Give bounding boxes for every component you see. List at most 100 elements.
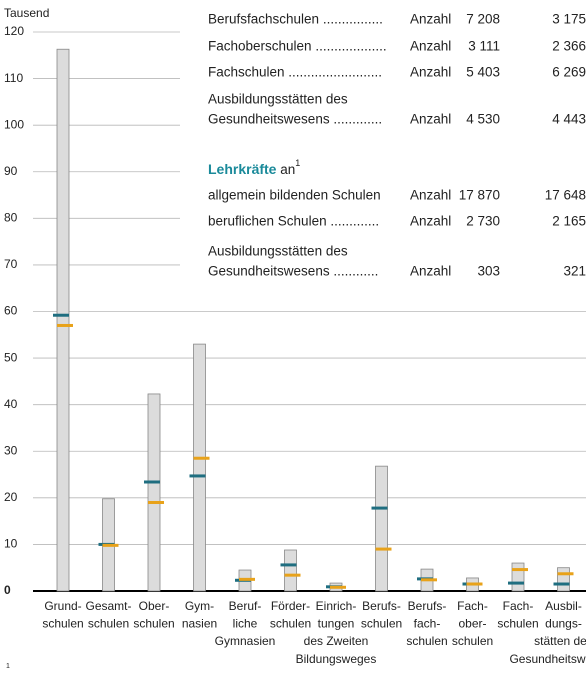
- table-cell: 3 111: [468, 39, 500, 54]
- x-tick-line: schulen: [406, 634, 447, 648]
- table-cell: 4 443: [552, 112, 586, 127]
- y-tick-label: 30: [4, 443, 18, 457]
- table-cell: 6 269: [552, 65, 586, 80]
- table-cell: 5 403: [466, 65, 500, 80]
- x-tick-line: schulen: [361, 617, 402, 631]
- x-tick-label: Gesamt-schulen: [85, 599, 131, 631]
- x-tick-line: Gymnasien: [215, 634, 276, 648]
- table-panel: [180, 0, 586, 285]
- table-cell: allgemein bildenden Schulen: [208, 188, 381, 203]
- marker: [57, 323, 73, 327]
- x-tick-line: Ober-: [139, 599, 170, 613]
- table-cell: 17 870: [459, 188, 500, 203]
- x-tick-line: Berufs-: [408, 599, 447, 613]
- y-axis-label: Tausend: [4, 6, 49, 20]
- heading-bold: Lehrkräfte: [208, 161, 277, 177]
- marker: [557, 572, 574, 576]
- x-tick-label: Grund-schulen: [42, 599, 83, 631]
- x-tick-line: Beruf-: [229, 599, 262, 613]
- y-tick-label: 0: [4, 583, 11, 597]
- marker: [330, 585, 346, 589]
- marker: [371, 506, 388, 510]
- y-tick-label: 50: [4, 350, 18, 364]
- marker: [280, 563, 297, 567]
- x-tick-line: Gesamt-: [85, 599, 131, 613]
- table-cell: 2 366: [552, 39, 586, 54]
- x-tick-label: Berufs-fach-schulen: [406, 599, 447, 648]
- x-tick-line: fach-: [414, 617, 441, 631]
- x-tick-line: schulen: [497, 617, 538, 631]
- heading-text: an: [276, 162, 295, 177]
- table-cell: 2 165: [552, 214, 586, 229]
- table-cell: 303: [477, 264, 500, 279]
- x-tick-label: Fach-schulen: [497, 599, 538, 631]
- x-tick-label: Ober-schulen: [133, 599, 174, 631]
- x-tick-line: schulen: [42, 617, 83, 631]
- y-tick-label: 70: [4, 257, 18, 271]
- x-tick-line: des Zweiten: [304, 634, 369, 648]
- table-cell: Anzahl: [410, 214, 451, 229]
- table-cell: 3 175: [552, 12, 586, 27]
- bar: [511, 562, 525, 592]
- y-tick-label: 20: [4, 490, 18, 504]
- marker: [239, 577, 255, 581]
- bar: [284, 549, 297, 592]
- table-cell: Gesundheitswesens ............: [208, 264, 378, 279]
- x-tick-label: Gym-nasien: [182, 599, 217, 631]
- marker: [512, 568, 528, 572]
- table-cell: 7 208: [466, 12, 500, 27]
- x-tick-line: Ausbil-: [545, 599, 582, 613]
- marker: [466, 582, 483, 586]
- marker: [53, 313, 69, 317]
- table-cell: 321: [563, 264, 586, 279]
- x-tick-label: Ausbil-dungs-stätten des Gesundheitswesen…: [509, 599, 586, 666]
- x-tick-line: liche: [233, 617, 258, 631]
- bar: [193, 343, 206, 592]
- bar: [375, 465, 388, 592]
- x-tick-label: Förder-schulen: [270, 599, 311, 631]
- x-tick-line: dungs-: [545, 617, 582, 631]
- table-cell: Anzahl: [410, 12, 451, 27]
- x-tick-line: Bildungsweges: [296, 652, 377, 666]
- marker: [421, 578, 437, 582]
- table-cell: Berufsfachschulen ................: [208, 12, 383, 27]
- y-tick-label: 80: [4, 211, 18, 225]
- table-cell: Anzahl: [410, 264, 451, 279]
- x-tick-line: Gesundheitswesens: [509, 652, 586, 666]
- marker: [375, 547, 392, 551]
- table-cell: Ausbildungsstätten des: [208, 244, 348, 259]
- y-tick-label: 120: [4, 24, 24, 38]
- section-heading: Lehrkräfte an1: [208, 158, 300, 176]
- x-tick-line: schulen: [270, 617, 311, 631]
- x-tick-line: Grund-: [44, 599, 81, 613]
- table-cell: Fachoberschulen ...................: [208, 39, 387, 54]
- x-tick-label: Einrich-tungen des Zweiten Bildungsweges: [296, 599, 377, 666]
- x-tick-line: Gym-: [185, 599, 214, 613]
- table-cell: Anzahl: [410, 39, 451, 54]
- y-tick-label: 10: [4, 537, 18, 551]
- table-cell: 17 648: [545, 188, 586, 203]
- x-tick-line: stätten des: [534, 634, 586, 648]
- footnote: 1: [6, 663, 10, 670]
- table-cell: Gesundheitswesens .............: [208, 112, 382, 127]
- bar: [56, 48, 70, 592]
- x-tick-line: tungen: [318, 617, 355, 631]
- bar: [557, 567, 570, 592]
- marker: [148, 500, 164, 504]
- x-tick-line: schulen: [88, 617, 129, 631]
- x-tick-label: Beruf-liche Gymnasien: [215, 599, 276, 648]
- x-tick-label: Berufs-schulen: [361, 599, 402, 631]
- marker: [553, 582, 570, 586]
- table-cell: Anzahl: [410, 65, 451, 80]
- marker: [144, 480, 160, 484]
- x-tick-line: schulen: [452, 634, 493, 648]
- table-cell: Fachschulen .........................: [208, 65, 382, 80]
- x-tick-line: schulen: [133, 617, 174, 631]
- x-tick-line: Fach-: [503, 599, 534, 613]
- x-tick-line: Einrich-: [316, 599, 357, 613]
- marker: [102, 543, 119, 547]
- x-tick-label: Fach-ober-schulen: [452, 599, 493, 648]
- marker: [284, 573, 301, 577]
- table-cell: Anzahl: [410, 188, 451, 203]
